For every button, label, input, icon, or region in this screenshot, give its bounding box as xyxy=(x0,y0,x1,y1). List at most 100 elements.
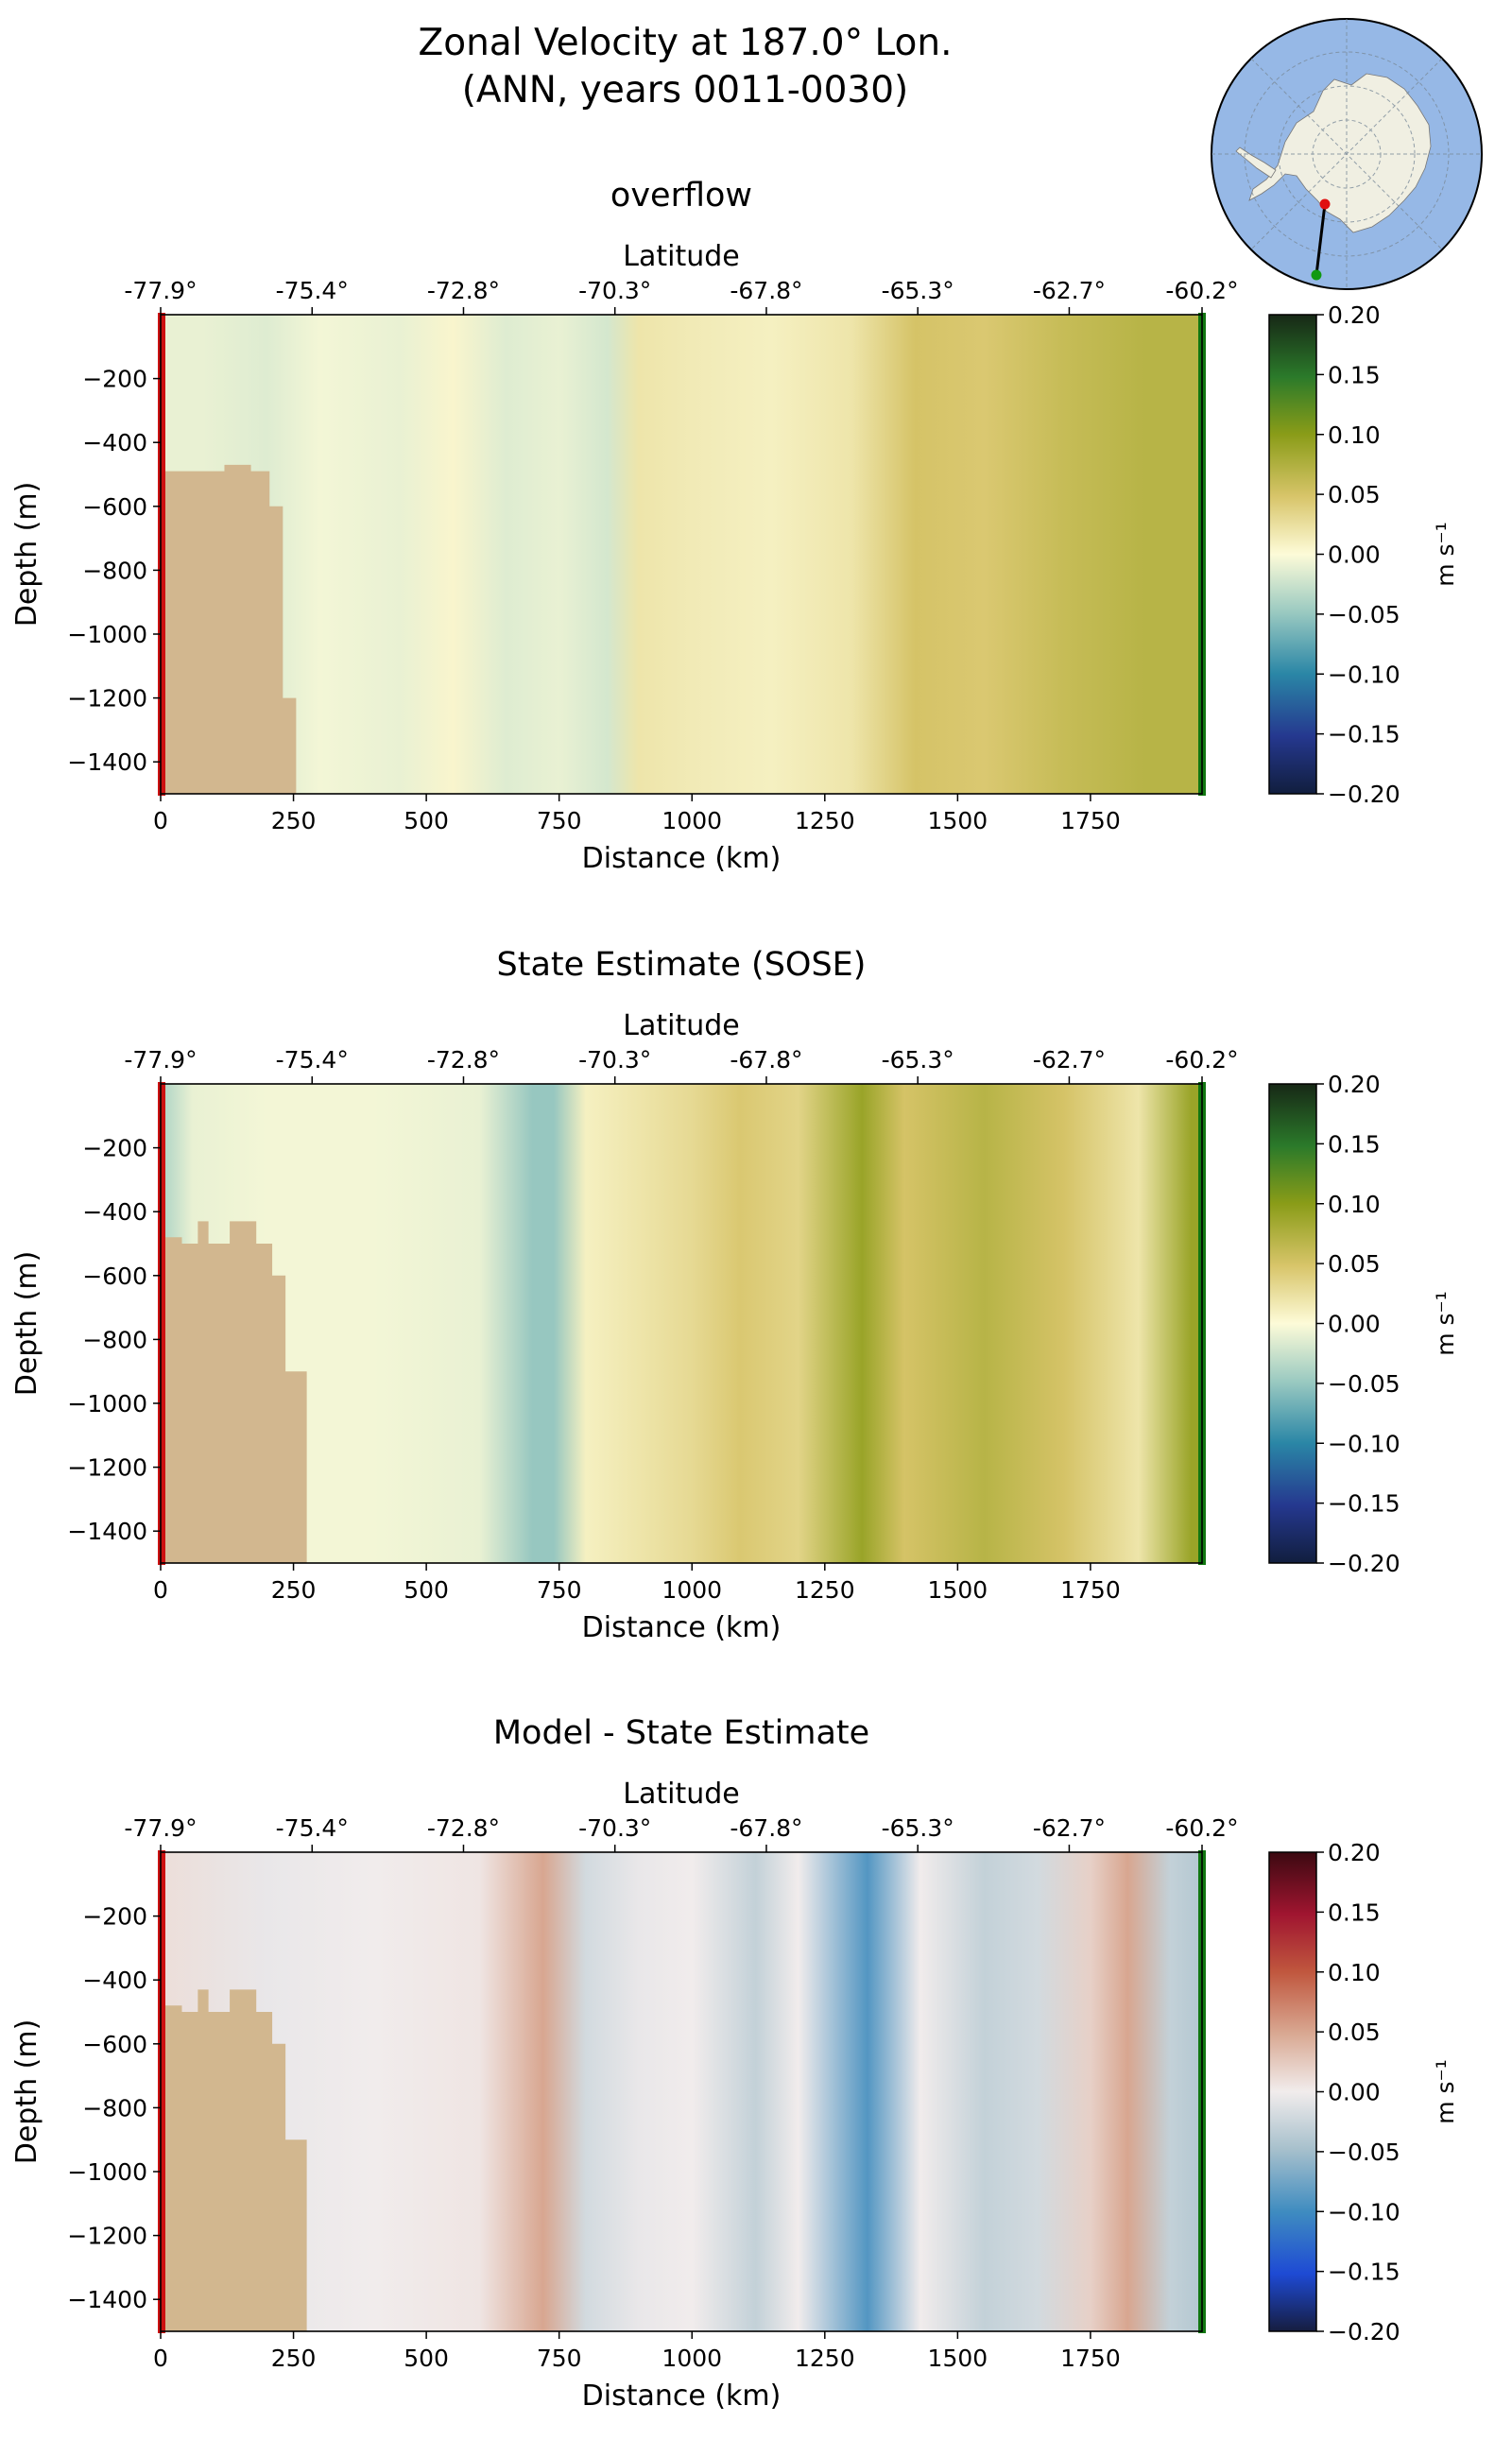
x-axis-label: Distance (km) xyxy=(582,842,782,875)
plot-frame xyxy=(160,1851,1203,2332)
x-tick-label: 750 xyxy=(537,1576,582,1604)
colorbar-tick-label: 0.00 xyxy=(1328,541,1381,569)
colorbar-tick-label: 0.05 xyxy=(1328,481,1381,508)
chart-panel-2: State Estimate (SOSE) Latitude 0 250 500 750 1… xyxy=(10,946,1459,1644)
x-axis-label: Distance (km) xyxy=(582,2380,782,2413)
colorbar-tick-label: 0.05 xyxy=(1328,2019,1381,2046)
section-start-line xyxy=(158,1850,165,2333)
lat-tick-label: -60.2° xyxy=(1165,1814,1238,1842)
section-start-line xyxy=(158,1082,165,1565)
colorbar-tick-label: −0.05 xyxy=(1328,601,1400,628)
x-tick-label: 750 xyxy=(537,2345,582,2372)
lat-tick-label: -77.9° xyxy=(124,1046,197,1074)
velocity-field xyxy=(161,1084,1202,1563)
lat-tick-label: -72.8° xyxy=(427,277,500,304)
lat-tick-label: -75.4° xyxy=(276,1814,349,1842)
section-end-marker xyxy=(1311,269,1322,281)
x-tick-label: 1000 xyxy=(662,2345,722,2372)
colorbar-tick-label: −0.20 xyxy=(1328,1550,1400,1577)
colorbar-tick-label: 0.15 xyxy=(1328,361,1381,388)
y-tick-label: −800 xyxy=(82,2094,147,2122)
lat-tick-label: -75.4° xyxy=(276,1046,349,1074)
lat-tick-label: -67.8° xyxy=(730,1814,802,1842)
antarctic-peninsula xyxy=(1235,146,1277,179)
y-tick-label: −200 xyxy=(82,366,147,393)
y-axis-label: Depth (m) xyxy=(10,1251,43,1397)
lat-tick-label: -60.2° xyxy=(1165,1046,1238,1074)
colorbar-tick-label: −0.20 xyxy=(1328,2318,1400,2345)
colorbar-tick-label: 0.00 xyxy=(1328,1311,1381,1338)
lat-tick-label: -65.3° xyxy=(882,277,954,304)
lat-tick-label: -77.9° xyxy=(124,277,197,304)
colorbar-tick-label: −0.05 xyxy=(1328,1370,1400,1398)
colorbar xyxy=(1268,314,1317,795)
lat-tick-label: -67.8° xyxy=(730,277,802,304)
lat-tick-label: -62.7° xyxy=(1033,1814,1106,1842)
colorbar-tick-label: 0.20 xyxy=(1328,1071,1381,1098)
colorbar xyxy=(1268,1851,1317,2332)
colorbar-tick-label: 0.10 xyxy=(1328,1191,1381,1218)
section-start-line xyxy=(158,313,165,796)
y-tick-label: −1000 xyxy=(67,2158,147,2186)
colorbar-tick-label: −0.15 xyxy=(1328,721,1400,748)
x-tick-label: 0 xyxy=(153,1576,168,1604)
velocity-field xyxy=(161,1852,1202,2331)
x-tick-label: 250 xyxy=(271,2345,317,2372)
x-tick-label: 500 xyxy=(404,807,449,834)
panel-title: Model - State Estimate xyxy=(493,1714,869,1752)
colorbar-tick-label: −0.10 xyxy=(1328,661,1400,688)
y-tick-label: −1000 xyxy=(67,621,147,648)
antarctica-landmass xyxy=(1248,73,1432,233)
lat-tick-label: -70.3° xyxy=(578,1046,651,1074)
y-tick-label: −600 xyxy=(82,493,147,521)
lat-tick-label: -65.3° xyxy=(882,1046,954,1074)
colorbar-tick-label: −0.15 xyxy=(1328,2259,1400,2286)
inset-map xyxy=(1211,18,1483,290)
x-tick-label: 1500 xyxy=(928,1576,988,1604)
plot-frame xyxy=(160,314,1203,795)
latitude-axis-label: Latitude xyxy=(623,1009,739,1042)
lat-tick-label: -65.3° xyxy=(882,1814,954,1842)
panel-title: State Estimate (SOSE) xyxy=(497,946,867,984)
y-tick-label: −800 xyxy=(82,1326,147,1353)
colorbar-tick-label: −0.20 xyxy=(1328,781,1400,808)
x-axis-label: Distance (km) xyxy=(582,1611,782,1644)
figure-title-line1: Zonal Velocity at 187.0° Lon. xyxy=(419,22,953,64)
colorbar-tick-label: 0.20 xyxy=(1328,1839,1381,1866)
x-tick-label: 1250 xyxy=(795,1576,855,1604)
panel-title: overflow xyxy=(610,177,752,215)
inset-graticule xyxy=(1211,19,1482,289)
colorbar-tick-label: 0.10 xyxy=(1328,421,1381,449)
section-line xyxy=(1314,203,1327,276)
lat-tick-label: -72.8° xyxy=(427,1814,500,1842)
y-axis-label: Depth (m) xyxy=(10,2019,43,2165)
y-tick-label: −400 xyxy=(82,1198,147,1226)
velocity-field xyxy=(161,315,1202,794)
colorbar-tick-label: 0.15 xyxy=(1328,1130,1381,1158)
y-tick-label: −600 xyxy=(82,1263,147,1290)
y-tick-label: −600 xyxy=(82,2031,147,2058)
colorbar-tick-label: 0.00 xyxy=(1328,2079,1381,2106)
colorbar-tick-label: 0.15 xyxy=(1328,1899,1381,1926)
y-tick-label: −1200 xyxy=(67,685,147,713)
y-tick-label: −400 xyxy=(82,1967,147,1994)
x-tick-label: 1750 xyxy=(1060,807,1121,834)
x-tick-label: 250 xyxy=(271,1576,317,1604)
x-tick-label: 250 xyxy=(271,807,317,834)
colorbar-tick-label: 0.20 xyxy=(1328,301,1381,329)
lat-tick-label: -72.8° xyxy=(427,1046,500,1074)
x-tick-label: 0 xyxy=(153,807,168,834)
x-tick-label: 500 xyxy=(404,2345,449,2372)
bathymetry-land xyxy=(161,464,297,794)
colorbar-label: m s⁻¹ xyxy=(1432,522,1459,587)
y-tick-label: −400 xyxy=(82,429,147,456)
x-tick-label: 1000 xyxy=(662,1576,722,1604)
x-tick-label: 0 xyxy=(153,2345,168,2372)
colorbar-tick-label: −0.05 xyxy=(1328,2139,1400,2166)
lat-tick-label: -67.8° xyxy=(730,1046,802,1074)
y-tick-label: −1400 xyxy=(67,1518,147,1545)
lat-tick-label: -70.3° xyxy=(578,1814,651,1842)
section-start-marker xyxy=(1319,198,1331,210)
y-axis-label: Depth (m) xyxy=(10,482,43,627)
